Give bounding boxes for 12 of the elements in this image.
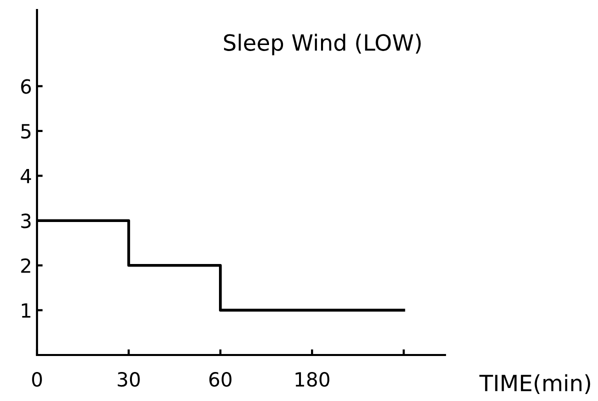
- y-tick-label: 3: [21, 214, 31, 228]
- y-tick-label: 5: [21, 124, 30, 139]
- y-tick-label: 6: [21, 79, 31, 94]
- x-axis-title: TIME(min): [479, 374, 590, 394]
- x-tick-label: 30: [118, 372, 140, 387]
- x-tick-label: 180: [296, 372, 330, 387]
- x-tick-label: 60: [209, 372, 232, 387]
- y-tick-label: 2: [21, 258, 30, 273]
- x-tick-label: 0: [32, 372, 42, 387]
- y-tick-label: 1: [22, 303, 30, 318]
- text: Sleep Wind (LOW): [224, 34, 421, 56]
- y-tick-label: 4: [20, 168, 32, 184]
